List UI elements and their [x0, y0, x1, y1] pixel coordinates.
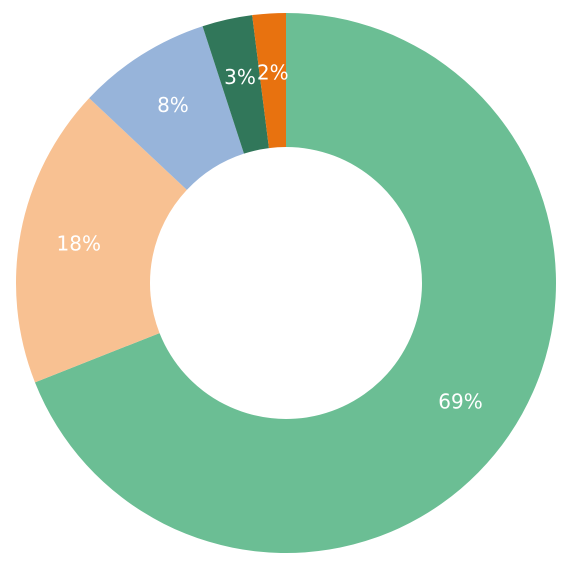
- slice-69: [34, 13, 557, 553]
- slice-label-2: 2%: [257, 60, 289, 84]
- slice-label-18: 18%: [57, 231, 101, 255]
- slice-label-3: 3%: [224, 65, 256, 89]
- donut-slices: [15, 13, 557, 553]
- slice-label-8: 8%: [157, 93, 189, 117]
- slice-18: [15, 98, 187, 383]
- slice-label-69: 69%: [438, 390, 482, 414]
- slice-8: [89, 26, 244, 190]
- slice-3: [202, 15, 269, 154]
- slice-2: [252, 13, 286, 149]
- donut-labels: 69% 18% 8% 3% 2%: [57, 60, 483, 413]
